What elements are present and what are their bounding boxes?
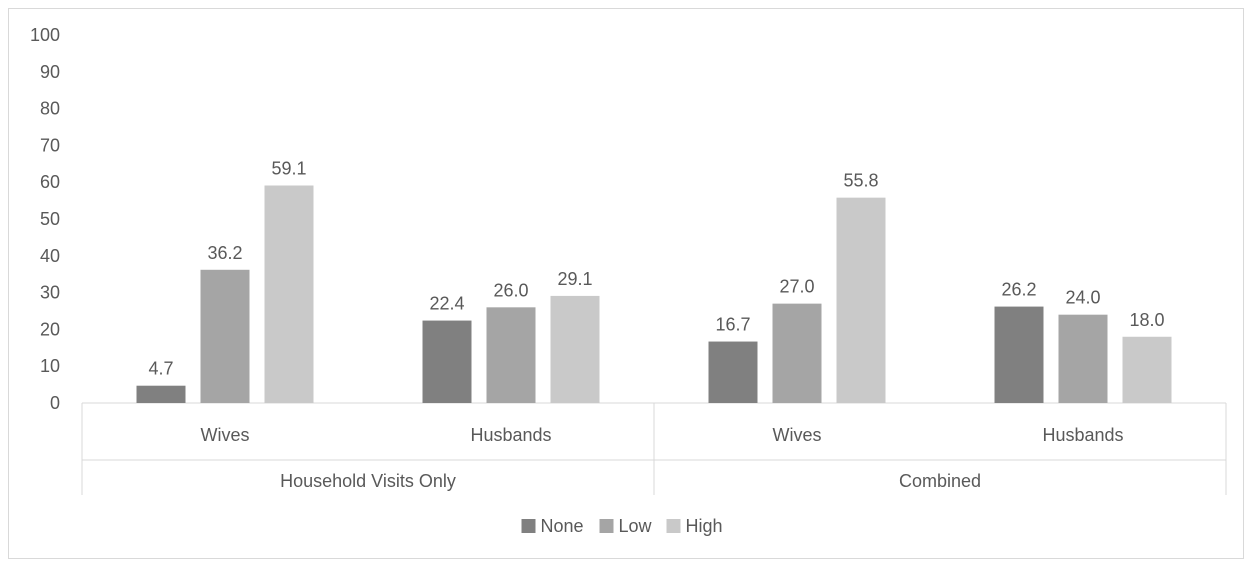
legend-swatch — [666, 519, 681, 533]
data-label: 27.0 — [779, 277, 814, 297]
y-tick-label: 80 — [40, 99, 60, 119]
data-label: 26.0 — [493, 280, 528, 300]
bar — [136, 385, 186, 403]
legend-swatch — [599, 519, 614, 533]
y-tick-label: 0 — [50, 393, 60, 413]
legend-swatch — [521, 519, 536, 533]
bar — [550, 295, 600, 403]
data-label: 26.2 — [1001, 280, 1036, 300]
bar — [772, 303, 822, 403]
x-tick-label: Husbands — [1042, 425, 1123, 445]
data-label: 16.7 — [715, 315, 750, 335]
bar — [994, 306, 1044, 403]
y-tick-label: 90 — [40, 62, 60, 82]
legend-label: High — [686, 516, 723, 536]
bar — [836, 197, 886, 403]
legend-label: Low — [619, 516, 653, 536]
y-tick-label: 60 — [40, 172, 60, 192]
bar — [200, 269, 250, 403]
data-label: 4.7 — [148, 359, 173, 379]
data-label: 59.1 — [271, 159, 306, 179]
bar — [422, 320, 472, 403]
legend-label: None — [541, 516, 584, 536]
x-tick-label: Wives — [201, 425, 250, 445]
y-tick-label: 100 — [30, 25, 60, 45]
data-label: 22.4 — [429, 294, 464, 314]
y-tick-label: 10 — [40, 356, 60, 376]
group-label: Combined — [899, 471, 981, 491]
x-tick-label: Wives — [773, 425, 822, 445]
data-label: 18.0 — [1129, 310, 1164, 330]
y-tick-label: 30 — [40, 283, 60, 303]
bar — [264, 185, 314, 403]
data-label: 36.2 — [207, 243, 242, 263]
data-label: 55.8 — [843, 171, 878, 191]
bar — [486, 307, 536, 403]
y-tick-label: 70 — [40, 135, 60, 155]
x-tick-label: Husbands — [470, 425, 551, 445]
data-label: 29.1 — [557, 269, 592, 289]
y-tick-label: 40 — [40, 246, 60, 266]
bar — [1122, 336, 1172, 403]
bar — [708, 341, 758, 403]
data-label: 24.0 — [1065, 288, 1100, 308]
y-tick-label: 50 — [40, 209, 60, 229]
bar — [1058, 314, 1108, 403]
group-label: Household Visits Only — [280, 471, 456, 491]
y-tick-label: 20 — [40, 319, 60, 339]
